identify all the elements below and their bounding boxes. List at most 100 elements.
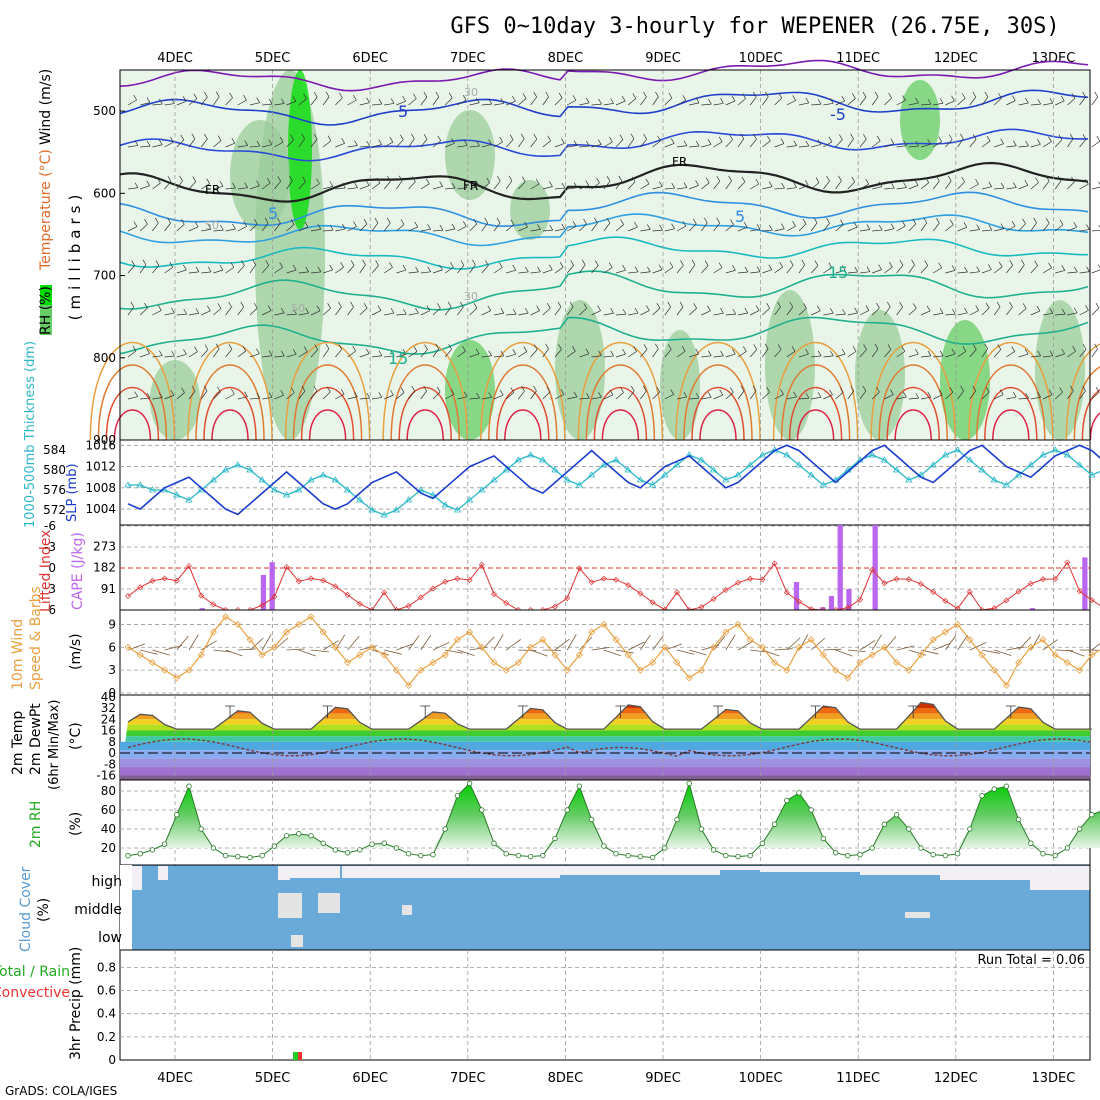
warm-contour [968,342,1054,441]
wind-barb [420,138,428,148]
wind-speed-point [441,651,449,659]
wind-barb [652,140,661,148]
wind-barb [786,100,796,106]
wind-barb [408,312,419,316]
wind-barb [481,144,492,148]
wind-barb-flag [353,94,357,101]
wind-barb-flag [854,307,858,314]
wind-barb [786,225,796,232]
wind-barb-flag [1072,346,1076,352]
wind-barb [1079,390,1086,400]
wind-barb-flag [1082,344,1087,350]
surface-wind-barb [1091,643,1100,651]
wind-barb-flag [777,301,781,308]
wind-barb-flag [1060,95,1065,101]
wind-barb-flag [606,176,611,182]
rh-point [137,851,143,857]
wind-barb-flag [1021,259,1025,266]
wind-barb [481,182,490,190]
wind-barb [371,144,382,148]
wind-barb-flag [1098,224,1100,228]
wind-barb-flag [488,392,492,398]
wind-barb-flag [244,140,248,146]
wind-barb-flag [829,98,834,104]
wind-barb-flag [195,266,200,273]
rh-point [881,821,888,827]
cape-bar [260,574,267,610]
thickness-point [270,486,279,493]
lifted-index-point [417,594,424,601]
wind-barb-flag [317,266,322,273]
wind-barb-flag [462,345,466,352]
wind-barb [957,390,964,400]
wind-speed-point [722,628,730,636]
y-tick-label: 6 [108,640,116,654]
wind-barb [652,96,659,106]
wind-barb [603,103,614,106]
wind-barb-flag [1095,302,1100,309]
wind-barb [774,394,784,400]
wind-barb-flag [244,391,248,397]
wind-barb [164,355,175,358]
wind-barb [323,229,334,232]
wind-barb [994,394,1004,400]
wind-barb-flag [802,218,807,225]
wind-barb-flag [424,344,428,350]
wind-barb-flag [1012,182,1017,188]
wind-barb [749,139,757,148]
wind-barb-flag [988,224,993,231]
wind-speed-point [954,620,962,628]
wind-barb-flag [781,182,785,189]
rh-point [967,826,973,832]
temp-max-marker [713,705,723,718]
wind-barb-flag [366,392,371,399]
wind-barb-flag [1085,179,1089,185]
wind-barb [859,390,867,400]
wind-barb-flag [167,217,171,224]
wind-barb [432,348,440,358]
wind-barb [1067,312,1078,316]
wind-barb-flag [181,387,185,393]
wind-barb [493,267,503,274]
wind-barb-flag [561,182,566,189]
wind-barb-flag [828,262,833,268]
footer-credit: GrADS: COLA/IGES [5,1084,117,1098]
wind-barb-flag [826,175,830,182]
wind-barb [384,103,395,106]
wind-barb-flag [146,180,150,186]
wind-barb-flag [728,175,732,182]
rh-point [1040,851,1046,857]
cloud-clear-mid [402,905,412,915]
rh-point [735,853,741,860]
wind-barb [652,348,659,358]
rh-point [222,852,229,859]
wind-barb-flag [939,98,944,104]
wind-barb-flag [598,392,602,398]
wind-barb [1006,145,1017,148]
wind-barb [591,222,598,232]
wind-barb-flag [353,221,357,227]
wind-speed-point [380,651,388,659]
thickness-point [307,476,315,483]
bottom-date-label: 6DEC [352,1071,388,1086]
wind-barb-flag [961,176,965,183]
wind-barb [152,182,161,190]
wind-barb-flag [1073,222,1078,228]
wind-barb-flag [170,136,174,143]
wind-barb [554,143,565,148]
wind-barb [811,103,822,106]
wind-barb-flag [244,182,249,188]
wind-barb-flag [146,392,151,399]
thickness-point [966,456,974,463]
bottom-date-label: 11DEC [836,1071,880,1086]
surface-wind-barb [847,649,866,653]
wind-barb-flag [925,177,930,183]
wind-barb-flag [695,140,700,147]
wind-barb-flag [951,348,956,355]
thickness-point [892,466,901,473]
wind-barb [1018,223,1026,232]
wind-barb [469,185,480,190]
lifted-index-point [881,580,888,587]
wind-barb [969,183,979,190]
wind-barb-flag [927,392,932,398]
